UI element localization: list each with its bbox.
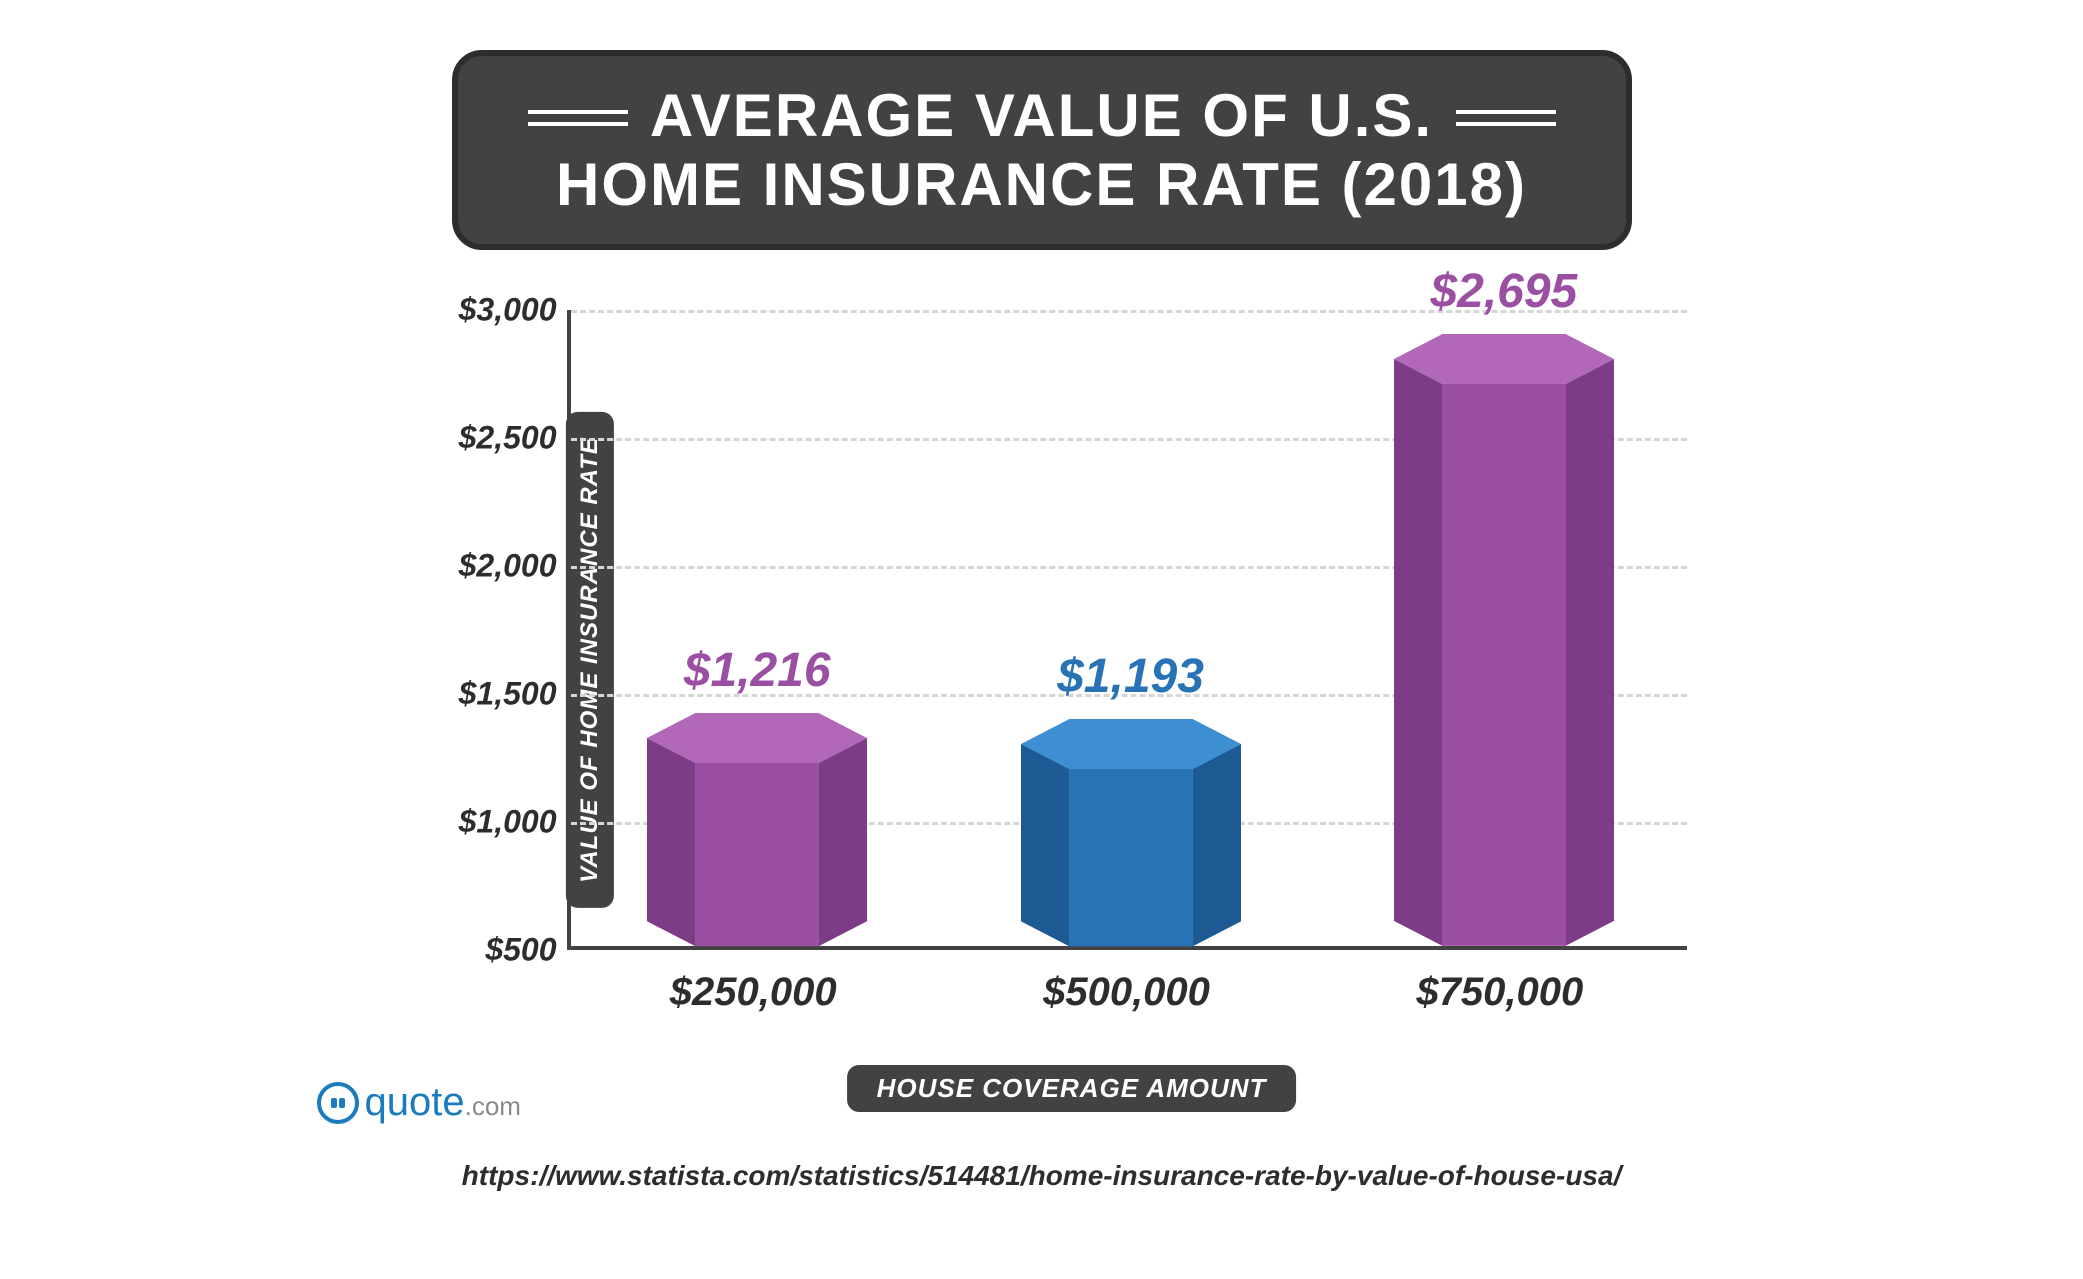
title-decor-line bbox=[528, 122, 628, 126]
logo-icon bbox=[317, 1082, 359, 1124]
y-tick-label: $1,000 bbox=[447, 804, 557, 841]
bar-value-label: $1,216 bbox=[627, 643, 887, 698]
x-tick-label: $500,000 bbox=[977, 970, 1277, 1015]
title-decor-line bbox=[528, 110, 628, 114]
chart-area: VALUE OF HOME INSURANCE RATE $1,216$1,19… bbox=[447, 310, 1697, 1010]
x-tick-label: $750,000 bbox=[1350, 970, 1650, 1015]
title-decor-line bbox=[1456, 110, 1556, 114]
logo-text: quote.com bbox=[365, 1080, 521, 1125]
y-tick-label: $1,500 bbox=[447, 676, 557, 713]
logo-brand: quote bbox=[365, 1080, 465, 1124]
x-tick-label: $250,000 bbox=[603, 970, 903, 1015]
logo-suffix: .com bbox=[465, 1091, 521, 1121]
x-axis-label: HOUSE COVERAGE AMOUNT bbox=[847, 1065, 1297, 1112]
logo: quote.com bbox=[317, 1080, 521, 1125]
title-decor-line bbox=[1456, 122, 1556, 126]
title-line-1: AVERAGE VALUE OF U.S. bbox=[518, 81, 1566, 150]
bar: $2,695 bbox=[1394, 334, 1614, 946]
bar-value-label: $1,193 bbox=[1001, 649, 1261, 704]
bar: $1,193 bbox=[1021, 719, 1241, 946]
y-tick-label: $2,500 bbox=[447, 420, 557, 457]
y-tick-label: $3,000 bbox=[447, 292, 557, 329]
y-tick-label: $2,000 bbox=[447, 548, 557, 585]
bar: $1,216 bbox=[647, 713, 867, 946]
infographic-container: AVERAGE VALUE OF U.S. HOME INSURANCE RAT… bbox=[317, 50, 1767, 1010]
source-url: https://www.statista.com/statistics/5144… bbox=[462, 1160, 1622, 1192]
bar-value-label: $2,695 bbox=[1374, 264, 1634, 319]
title-box: AVERAGE VALUE OF U.S. HOME INSURANCE RAT… bbox=[452, 50, 1632, 250]
y-tick-label: $500 bbox=[447, 932, 557, 969]
title-line-2: HOME INSURANCE RATE (2018) bbox=[518, 150, 1566, 219]
plot-area: $1,216 $1,193 $2,695 bbox=[567, 310, 1687, 950]
